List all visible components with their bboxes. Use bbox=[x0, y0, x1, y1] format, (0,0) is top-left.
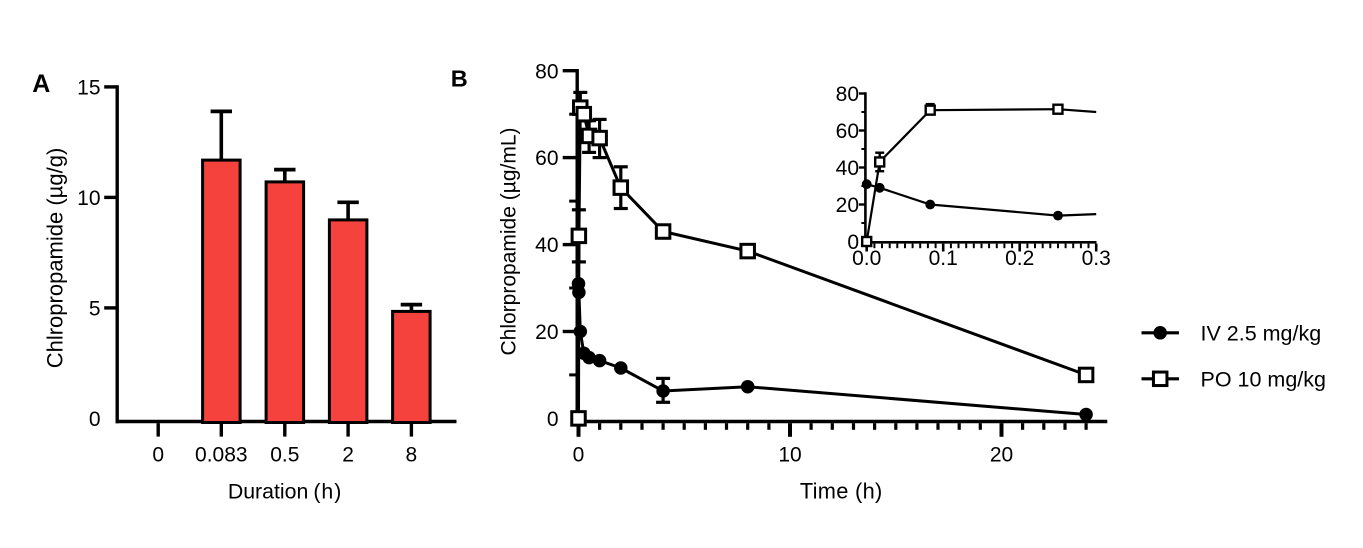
svg-text:80: 80 bbox=[535, 60, 558, 83]
svg-text:PO 10 mg/kg: PO 10 mg/kg bbox=[1201, 368, 1326, 392]
svg-text:20: 20 bbox=[990, 444, 1013, 467]
svg-text:B: B bbox=[451, 66, 468, 92]
svg-text:40: 40 bbox=[535, 234, 558, 257]
svg-text:5: 5 bbox=[89, 298, 101, 321]
svg-text:80: 80 bbox=[836, 83, 859, 106]
svg-text:Chlorpropamide (µg/mL): Chlorpropamide (µg/mL) bbox=[498, 127, 521, 355]
svg-text:0: 0 bbox=[573, 444, 585, 467]
svg-text:0.0: 0.0 bbox=[852, 247, 881, 270]
svg-text:0: 0 bbox=[547, 408, 559, 431]
svg-text:Time (h): Time (h) bbox=[800, 479, 883, 504]
svg-text:IV 2.5 mg/kg: IV 2.5 mg/kg bbox=[1201, 322, 1322, 346]
svg-text:0.3: 0.3 bbox=[1082, 247, 1111, 270]
svg-text:60: 60 bbox=[535, 147, 558, 170]
svg-text:0.5: 0.5 bbox=[270, 444, 299, 467]
svg-text:0: 0 bbox=[847, 231, 859, 254]
svg-text:Chlropropamide (µg/g): Chlropropamide (µg/g) bbox=[43, 148, 68, 369]
svg-text:40: 40 bbox=[836, 157, 859, 180]
svg-text:A: A bbox=[32, 70, 50, 98]
svg-text:15: 15 bbox=[77, 77, 100, 100]
svg-text:20: 20 bbox=[535, 321, 558, 344]
svg-text:0.1: 0.1 bbox=[929, 247, 958, 270]
svg-text:2: 2 bbox=[342, 444, 354, 467]
svg-text:8: 8 bbox=[406, 444, 418, 467]
svg-text:20: 20 bbox=[836, 194, 859, 217]
svg-text:0: 0 bbox=[152, 444, 164, 467]
svg-text:0: 0 bbox=[89, 408, 101, 431]
svg-text:10: 10 bbox=[778, 444, 801, 467]
svg-text:0.2: 0.2 bbox=[1005, 247, 1034, 270]
svg-text:Duration(h): Duration (h) bbox=[228, 480, 342, 504]
svg-text:0.083: 0.083 bbox=[195, 444, 248, 467]
svg-text:10: 10 bbox=[77, 187, 100, 210]
svg-text:60: 60 bbox=[836, 120, 859, 143]
